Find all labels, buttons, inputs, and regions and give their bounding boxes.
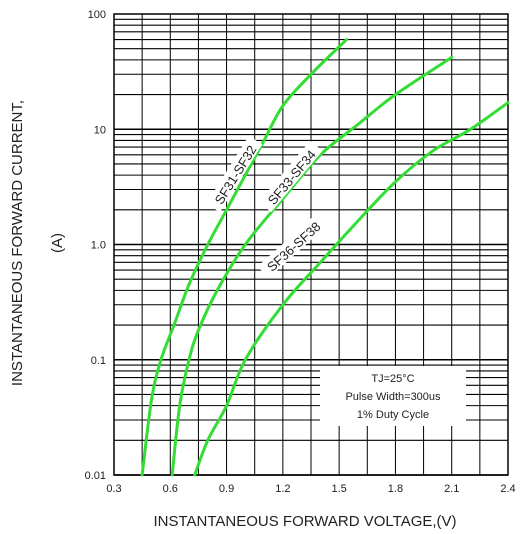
note-temperature: TJ=25°C — [371, 373, 414, 385]
x-tick-label: 2.1 — [444, 483, 459, 495]
x-tick-label: 0.3 — [106, 483, 121, 495]
note-pulse-width: Pulse Width=300us — [345, 391, 441, 403]
x-tick-label: 0.6 — [163, 483, 178, 495]
series-label-background — [258, 140, 323, 213]
x-axis-title: INSTANTANEOUS FORWARD VOLTAGE,(V) — [153, 513, 456, 530]
y-tick-label: 100 — [88, 9, 106, 21]
test-conditions-note: TJ=25°C Pulse Width=300us 1% Duty Cycle — [320, 366, 466, 426]
x-tick-label: 1.2 — [275, 483, 290, 495]
series-label-background — [206, 135, 263, 213]
plot-frame — [113, 13, 509, 476]
x-tick-label: 1.5 — [331, 483, 346, 495]
x-tick-label: 0.9 — [219, 483, 234, 495]
y-tick-label: 1.0 — [91, 240, 106, 252]
series-label-group: SF33-SF34 — [258, 140, 323, 213]
note-duty-cycle: 1% Duty Cycle — [357, 409, 429, 421]
x-tick-label: 1.8 — [388, 483, 403, 495]
y-tick-label: 0.1 — [91, 355, 106, 367]
y-tick-label: 0.01 — [85, 470, 106, 482]
note-background — [320, 366, 466, 426]
y-tick-label: 10 — [94, 124, 106, 136]
series-line-1 — [140, 38, 349, 477]
series-label-background — [257, 212, 328, 279]
tick-labels: 0.3 0.6 0.9 1.2 1.5 1.8 2.1 2.4 0.01 0.1 1.0 10 100 — [85, 9, 516, 495]
series-label: SF36-SF38 — [264, 219, 323, 275]
series-line-3 — [193, 101, 510, 477]
series-label-group: SF36-SF38 — [257, 212, 328, 279]
series-line-2 — [170, 55, 454, 477]
y-axis-unit: (A) — [49, 233, 66, 253]
y-axis-title: INSTANTANEOUS FORWARD CURRENT, — [9, 100, 26, 386]
x-tick-label: 2.4 — [500, 483, 515, 495]
series-lines — [140, 38, 510, 477]
